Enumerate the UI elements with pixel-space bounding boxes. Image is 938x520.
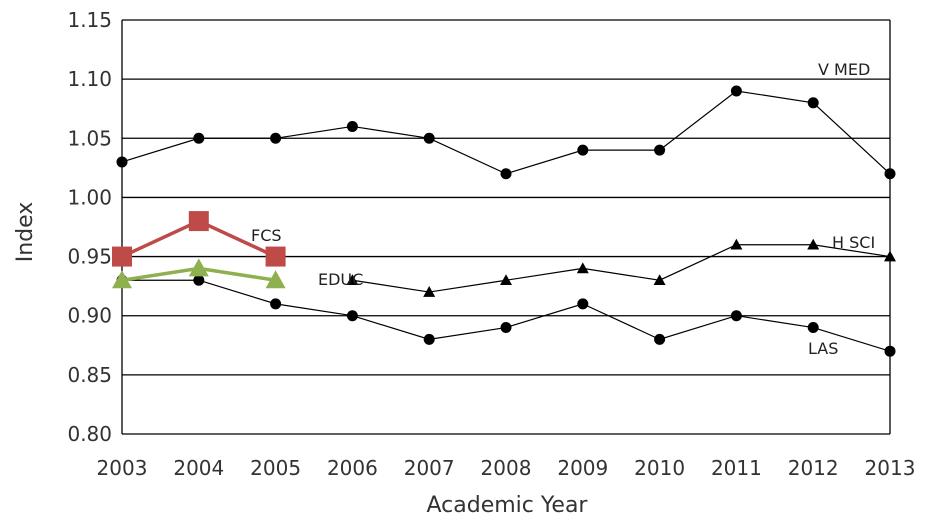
x-tick-label: 2008 [481, 456, 532, 480]
data-point [653, 274, 666, 286]
data-point [884, 168, 896, 180]
series-fcs [112, 211, 286, 267]
data-point [423, 333, 435, 345]
series-line [121, 90, 891, 175]
data-point [270, 132, 282, 144]
data-point [346, 274, 359, 286]
y-tick-label: 1.05 [67, 126, 112, 150]
data-point [500, 322, 512, 334]
data-point [500, 168, 512, 180]
y-axis-title: Index [13, 202, 38, 263]
y-tick-label: 1.15 [67, 8, 112, 32]
grid-lines [121, 19, 891, 435]
y-tick-label: 1.00 [67, 185, 112, 209]
x-tick-labels: 2003 2004 2005 2006 2007 2008 2009 2010 2011 2012… [97, 456, 916, 480]
data-point [577, 144, 589, 156]
data-point [577, 298, 589, 310]
series-v-med [116, 85, 896, 180]
series-line [352, 244, 891, 293]
series-label-v-med: V MED [818, 60, 870, 79]
series-label-las: LAS [808, 339, 838, 358]
x-tick-label: 2006 [327, 456, 378, 480]
data-point [265, 246, 286, 267]
series-label-fcs: FCS [251, 226, 282, 245]
data-point [807, 97, 819, 109]
series-educ [112, 258, 286, 289]
data-point [654, 333, 666, 345]
series-layer [112, 85, 896, 357]
series-labels: V MED H SCI LAS FCS EDUC [251, 60, 875, 358]
x-tick-label: 2011 [711, 456, 762, 480]
data-point [112, 246, 132, 267]
data-point [807, 322, 819, 334]
series-h-sci [346, 238, 896, 297]
x-tick-label: 2012 [788, 456, 839, 480]
data-point [265, 270, 286, 289]
x-tick-label: 2004 [173, 456, 224, 480]
data-point [112, 270, 132, 289]
data-point [807, 238, 820, 250]
series-label-educ: EDUC [318, 270, 363, 289]
data-point [188, 211, 209, 232]
data-point [730, 310, 742, 322]
data-point [188, 258, 209, 277]
x-tick-label: 2003 [97, 456, 148, 480]
data-point [116, 156, 128, 168]
x-tick-label: 2010 [634, 456, 685, 480]
x-tick-label: 2007 [404, 456, 455, 480]
data-point [423, 286, 436, 297]
data-point [730, 238, 743, 250]
data-point [884, 345, 896, 357]
y-tick-label: 0.90 [67, 304, 112, 328]
series-label-h-sci: H SCI [832, 233, 875, 252]
data-point [654, 144, 666, 156]
data-point [193, 132, 205, 144]
data-point [270, 298, 282, 310]
y-tick-label: 0.95 [67, 245, 112, 269]
data-point [193, 274, 205, 286]
y-tick-label: 0.85 [67, 363, 112, 387]
data-point [346, 120, 358, 132]
y-tick-labels: 0.80 0.85 0.90 0.95 1.00 1.05 1.10 1.15 [67, 8, 112, 446]
x-tick-label: 2013 [865, 456, 916, 480]
data-point [500, 274, 512, 286]
data-point [346, 310, 358, 322]
data-point [730, 85, 742, 97]
y-tick-label: 0.80 [67, 422, 112, 446]
x-axis-title: Academic Year [427, 493, 589, 518]
x-tick-label: 2009 [557, 456, 608, 480]
data-point [884, 250, 896, 262]
y-tick-label: 1.10 [67, 67, 112, 91]
x-tick-label: 2005 [250, 456, 301, 480]
data-point [423, 132, 435, 144]
data-point [576, 262, 589, 274]
